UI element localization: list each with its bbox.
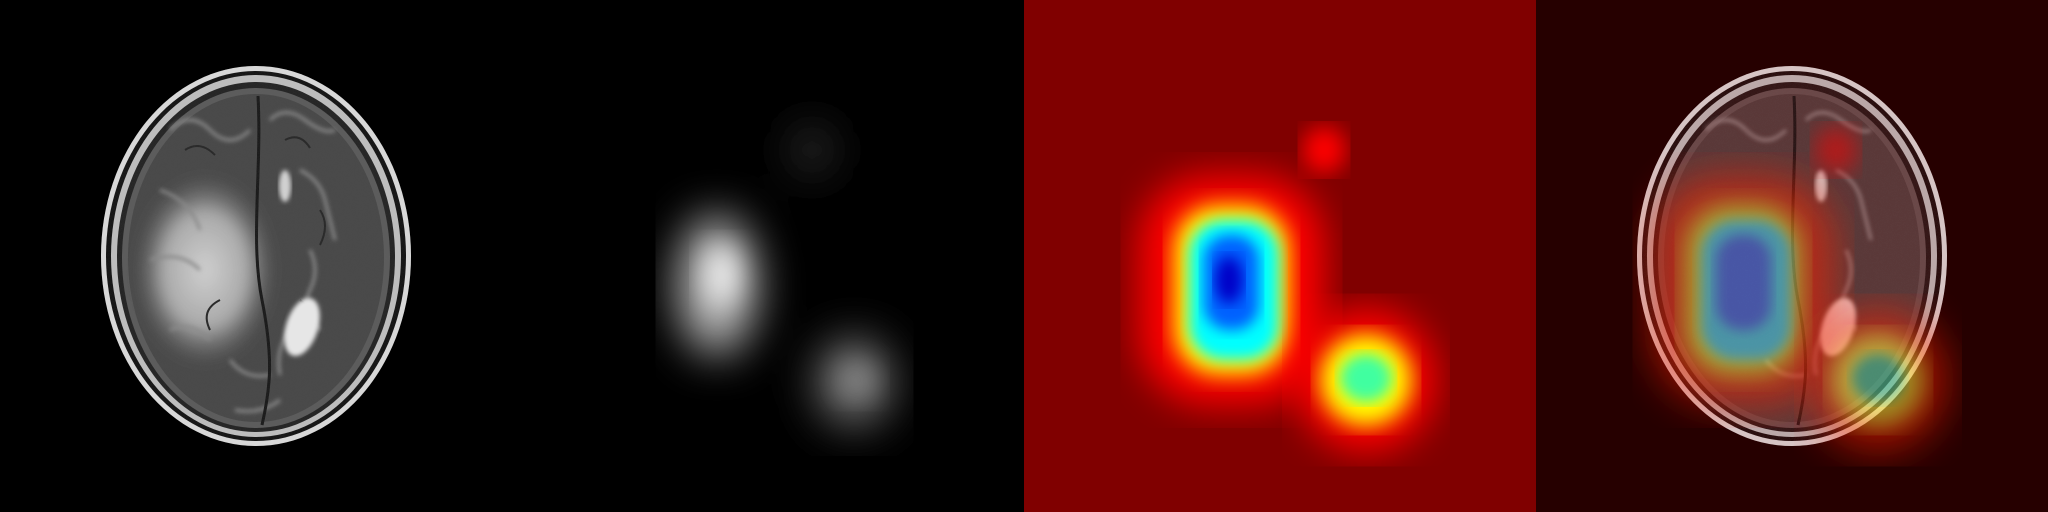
overlay-panel [1536, 0, 2048, 512]
grayscale-map-panel [512, 0, 1024, 512]
overlay-image [1536, 0, 2048, 512]
jet-heatmap-image [1024, 0, 1536, 512]
mri-brain-image [0, 0, 512, 512]
mri-panel [0, 0, 512, 512]
grayscale-activation-image [512, 0, 1024, 512]
jet-heatmap-panel [1024, 0, 1536, 512]
